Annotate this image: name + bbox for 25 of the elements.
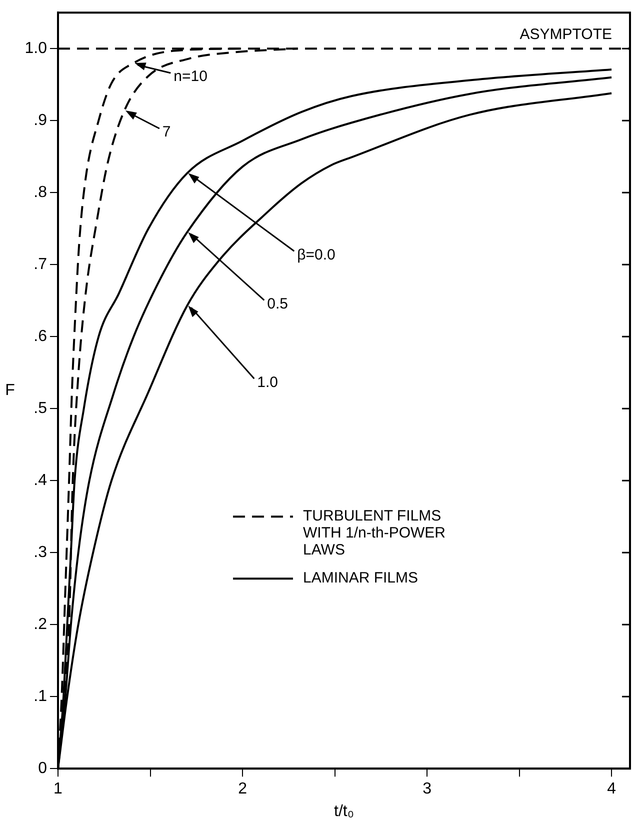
y-tick-label: 0 [38,760,48,778]
y-tick-label: 1.0 [24,40,48,58]
y-tick-label: .4 [34,472,48,490]
y-axis-title: F [5,382,16,400]
y-tick-label: .1 [34,688,48,706]
annotation: 7 [162,124,171,141]
y-tick-label: .8 [34,184,48,202]
annotation: β=0.0 [297,246,336,264]
x-tick-label: 2 [238,780,248,798]
annotation: TURBULENT FILMS WITH 1/n-th-POWER LAWS [303,508,446,559]
annotation: 0.5 [267,295,288,312]
x-tick-label: 1 [54,780,63,798]
x-axis-title: t/t₀ [334,802,354,820]
y-tick-label: .6 [34,328,48,346]
y-tick-label: .2 [34,616,48,634]
y-tick-label: .9 [34,112,48,130]
ref-line-label: ASYMPTOTE [520,26,612,44]
annotation: n=10 [174,68,208,86]
y-tick-label: .5 [34,400,48,418]
x-tick-label: 3 [422,780,432,798]
annotation: 1.0 [257,374,278,391]
y-tick-label: .3 [34,544,48,562]
annotation: LAMINAR FILMS [303,570,418,587]
y-tick-label: .7 [34,256,48,274]
x-tick-label: 4 [607,780,616,798]
